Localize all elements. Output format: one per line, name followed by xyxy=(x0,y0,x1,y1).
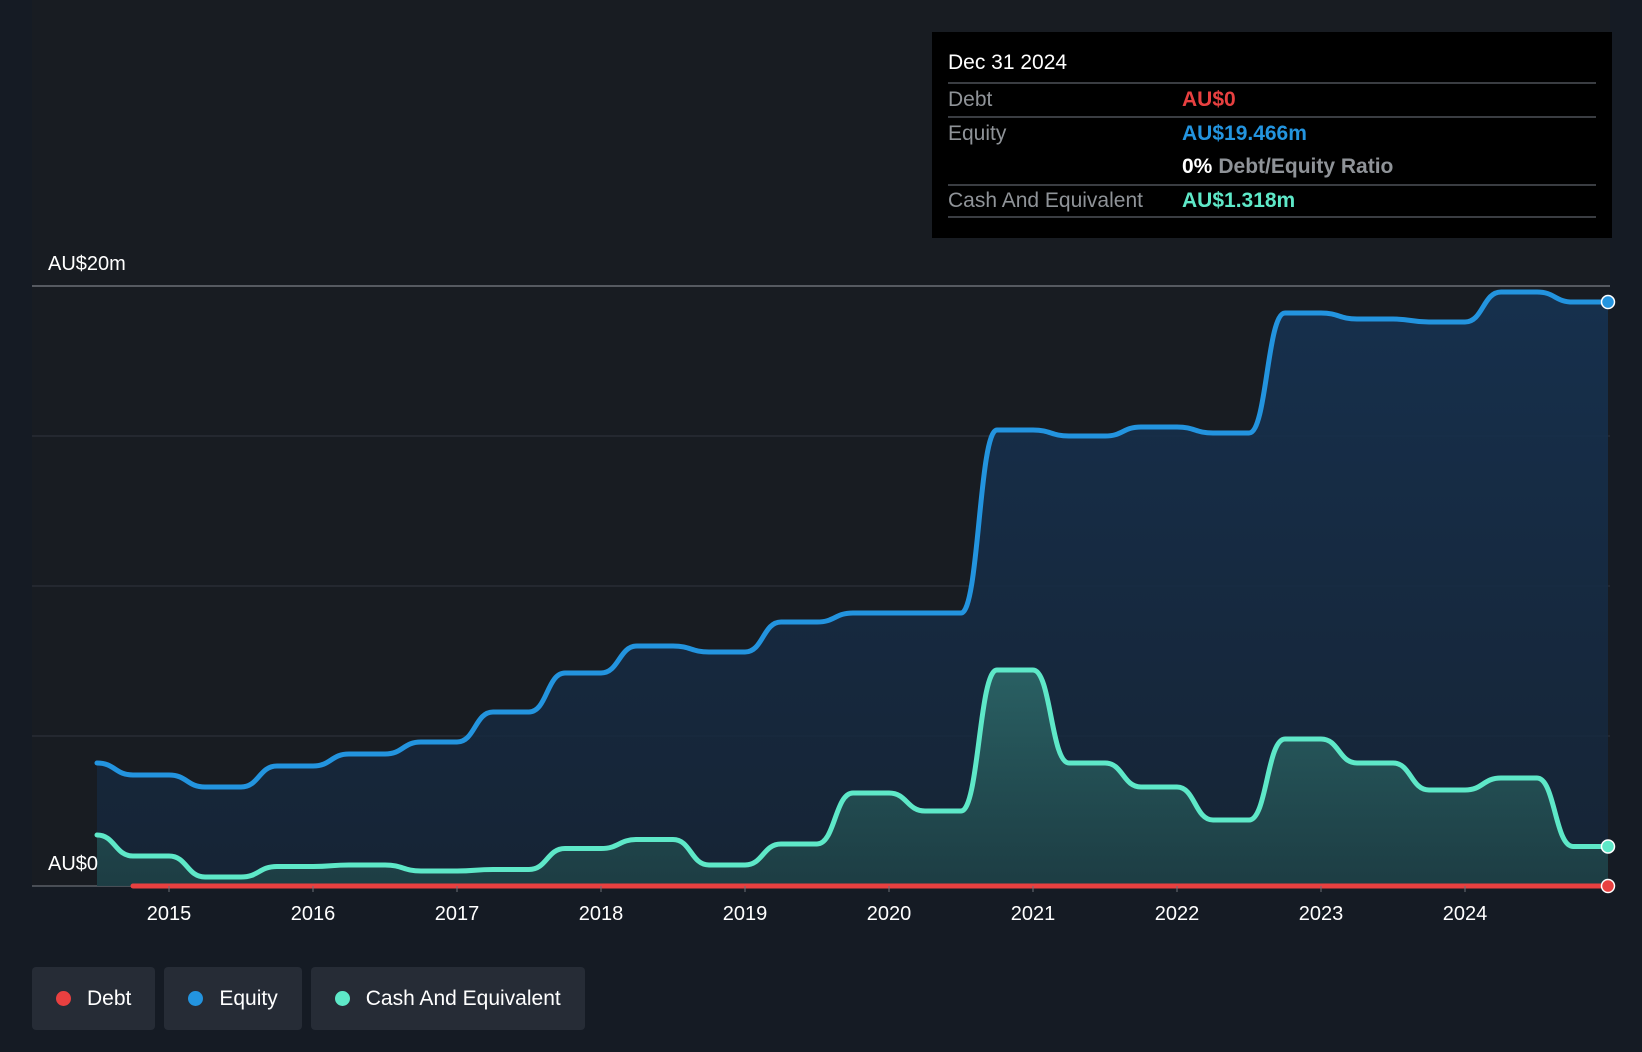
tooltip-equity-value: AU$19.466m xyxy=(1182,122,1307,145)
legend-item-cash[interactable]: Cash And Equivalent xyxy=(310,967,585,1030)
legend-label-debt: Debt xyxy=(87,986,132,1010)
tooltip-equity-row: Equity AU$19.466m xyxy=(948,116,1596,150)
line-equity xyxy=(94,289,1611,790)
x-tick-label: 2021 xyxy=(1011,903,1056,925)
tooltip-ratio-label: Debt/Equity Ratio xyxy=(1218,155,1394,178)
end-marker-cash-and-equivalent xyxy=(1600,839,1616,854)
legend-item-equity[interactable]: Equity xyxy=(164,967,302,1030)
legend-dot-debt-icon xyxy=(56,991,71,1006)
legend-dot-equity-icon xyxy=(188,991,204,1006)
tooltip-debt-value: AU$0 xyxy=(1182,88,1236,111)
y-axis-bottom-label: AU$0 xyxy=(48,853,98,875)
legend-dot-cash-icon xyxy=(334,991,350,1006)
end-marker-debt xyxy=(1600,878,1616,894)
x-tick-label: 2024 xyxy=(1443,903,1488,925)
legend-label-equity: Equity xyxy=(219,986,278,1010)
x-tick-label: 2023 xyxy=(1299,903,1344,925)
series-lines xyxy=(94,289,1611,889)
x-axis-ticks: 2015 2016 2017 2018 2019 2020 2021 2022 2023 2024 xyxy=(147,886,1488,925)
tooltip-cash-label: Cash And Equivalent xyxy=(948,189,1143,212)
x-tick-label: 2015 xyxy=(147,903,192,925)
legend-label-cash: Cash And Equivalent xyxy=(365,986,561,1010)
y-axis-top-label: AU$20m xyxy=(48,253,126,275)
tooltip-ratio-value: 0% xyxy=(1182,155,1213,178)
legend-item-debt[interactable]: Debt xyxy=(32,967,156,1030)
line-cash-and-equivalent xyxy=(94,667,1611,880)
x-tick-label: 2018 xyxy=(579,903,624,925)
area-equity xyxy=(97,292,1608,886)
series-end-markers xyxy=(1600,294,1616,894)
x-tick-label: 2022 xyxy=(1155,903,1200,925)
x-tick-label: 2019 xyxy=(723,903,768,925)
tooltip-ratio-row: 0% Debt/Equity Ratio xyxy=(948,150,1596,184)
x-tick-label: 2016 xyxy=(291,903,336,925)
tooltip-panel: Dec 31 2024 Debt AU$0 Equity AU$19.466m … xyxy=(932,32,1612,238)
x-tick-label: 2017 xyxy=(435,903,480,925)
tooltip-date: Dec 31 2024 xyxy=(948,51,1068,74)
tooltip-cash-value: AU$1.318m xyxy=(1182,189,1296,212)
chart-legend: Debt Equity Cash And Equivalent xyxy=(32,967,585,1030)
series-areas xyxy=(97,292,1608,886)
area-cash-and-equivalent xyxy=(97,670,1608,886)
tooltip-debt-row: Debt AU$0 xyxy=(948,82,1596,116)
tooltip-cash-row: Cash And Equivalent AU$1.318m xyxy=(948,184,1596,218)
end-marker-equity xyxy=(1600,294,1616,310)
tooltip-equity-label: Equity xyxy=(948,122,1007,145)
x-tick-label: 2020 xyxy=(867,903,912,925)
tooltip-debt-label: Debt xyxy=(948,88,993,111)
